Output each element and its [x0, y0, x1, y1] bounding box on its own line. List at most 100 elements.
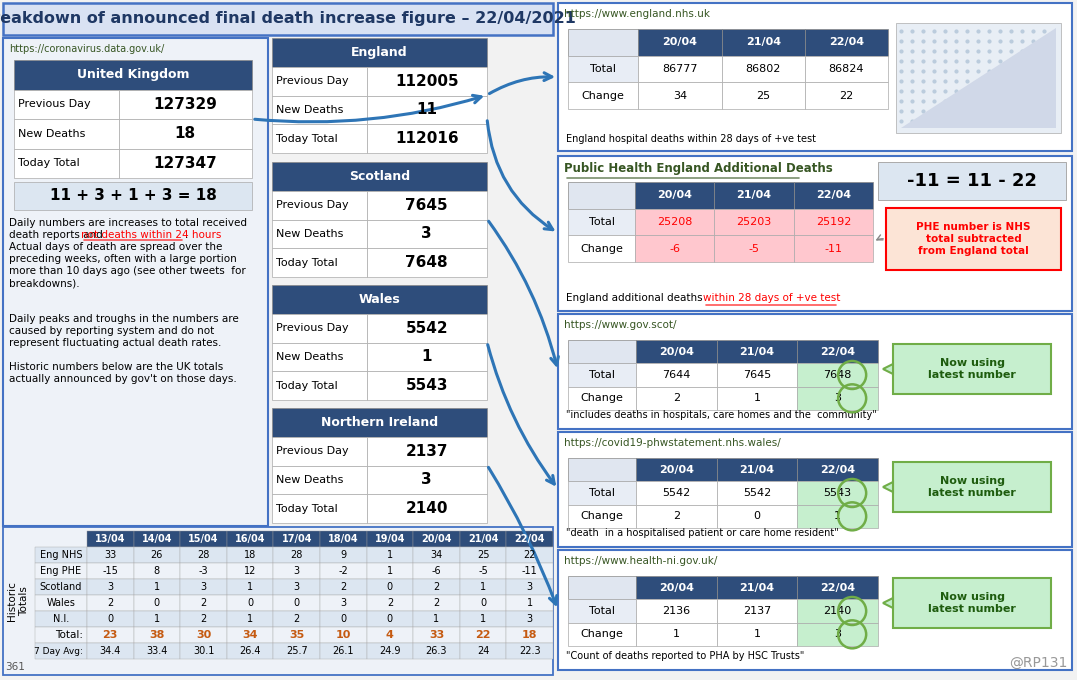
Text: 22: 22 [523, 550, 536, 560]
Text: 3: 3 [108, 582, 113, 592]
Bar [506, 595, 553, 611]
Bar [637, 505, 717, 528]
Bar [118, 90, 252, 119]
Bar [272, 285, 487, 313]
Text: PHE number is NHS
total subtracted
from England total: PHE number is NHS total subtracted from … [917, 222, 1031, 256]
Bar [272, 191, 366, 220]
Text: 2140: 2140 [824, 606, 852, 616]
Bar [227, 547, 274, 563]
Bar [87, 547, 134, 563]
Bar [3, 38, 268, 526]
Text: 17/04: 17/04 [281, 534, 312, 544]
Bar [87, 531, 134, 547]
Polygon shape [883, 482, 893, 492]
Bar [180, 531, 227, 547]
Bar [639, 82, 722, 109]
Bar [506, 531, 553, 547]
Text: 7648: 7648 [405, 255, 448, 270]
Bar [635, 209, 714, 235]
Text: Eng PHE: Eng PHE [41, 566, 82, 576]
Bar [414, 579, 460, 595]
Text: 1: 1 [154, 614, 160, 624]
Text: 21/04: 21/04 [740, 464, 774, 475]
Text: 33: 33 [429, 630, 444, 640]
Text: -15: -15 [102, 566, 118, 576]
Text: Scotland: Scotland [349, 170, 410, 183]
Bar [366, 67, 487, 95]
Bar [794, 182, 873, 209]
Bar [797, 363, 878, 387]
Text: 3: 3 [421, 226, 432, 241]
Bar [272, 466, 366, 494]
Bar [180, 595, 227, 611]
Text: 21/04: 21/04 [745, 37, 781, 48]
Text: 3: 3 [200, 582, 207, 592]
Bar [272, 343, 366, 371]
Text: 361: 361 [5, 662, 25, 672]
Bar [366, 494, 487, 523]
Text: 2: 2 [387, 598, 393, 608]
Text: New Deaths: New Deaths [276, 229, 344, 239]
Text: "includes deaths in hospitals, care homes and the  community": "includes deaths in hospitals, care home… [567, 410, 877, 420]
Text: actually announced by gov't on those days.: actually announced by gov't on those day… [9, 374, 237, 384]
Text: 7645: 7645 [405, 198, 448, 213]
Text: 15/04: 15/04 [188, 534, 219, 544]
Text: Today Total: Today Total [276, 134, 338, 143]
Text: 7644: 7644 [662, 370, 690, 380]
Text: New Deaths: New Deaths [276, 352, 344, 362]
Bar [637, 363, 717, 387]
Bar [568, 576, 637, 599]
Text: 24.9: 24.9 [379, 646, 401, 656]
Text: 22: 22 [839, 90, 854, 101]
Text: .: . [185, 230, 188, 240]
Text: 22/04: 22/04 [821, 583, 855, 593]
Bar [637, 458, 717, 481]
Text: 7648: 7648 [824, 370, 852, 380]
Text: N.I.: N.I. [53, 614, 69, 624]
Text: England additional deaths: England additional deaths [567, 293, 705, 303]
Text: Eng NHS: Eng NHS [40, 550, 82, 560]
Text: 1: 1 [480, 614, 486, 624]
Text: Change: Change [582, 90, 625, 101]
Bar [272, 408, 487, 437]
Text: 25203: 25203 [737, 217, 772, 227]
Bar [568, 182, 635, 209]
Text: 38: 38 [150, 630, 165, 640]
Bar [637, 623, 717, 646]
Text: 22: 22 [475, 630, 491, 640]
Text: 2: 2 [673, 511, 680, 522]
Text: 2140: 2140 [406, 501, 448, 516]
Text: -5: -5 [749, 243, 759, 254]
Bar [366, 627, 414, 643]
Bar [227, 643, 274, 659]
Bar [714, 182, 794, 209]
Bar [893, 578, 1051, 628]
Bar [722, 29, 805, 56]
Text: 86802: 86802 [745, 64, 781, 74]
Text: 2: 2 [433, 598, 439, 608]
Bar [87, 643, 134, 659]
Text: 21/04: 21/04 [740, 347, 774, 357]
Bar [568, 56, 639, 82]
Bar [460, 611, 506, 627]
Bar [797, 481, 878, 505]
Text: 5543: 5543 [824, 488, 852, 498]
Text: Now using
latest number: Now using latest number [928, 476, 1016, 498]
Text: 30.1: 30.1 [193, 646, 214, 656]
Bar [460, 595, 506, 611]
Bar [34, 627, 87, 643]
Text: Previous Day: Previous Day [18, 99, 90, 109]
Text: 21/04: 21/04 [737, 190, 771, 201]
Bar [87, 579, 134, 595]
Text: 26.1: 26.1 [333, 646, 354, 656]
Bar [460, 627, 506, 643]
Text: Previous Day: Previous Day [276, 446, 349, 456]
Text: Historic
Totals: Historic Totals [8, 581, 29, 621]
Bar [366, 531, 414, 547]
Text: -2: -2 [338, 566, 348, 576]
Bar [320, 579, 366, 595]
Bar [227, 531, 274, 547]
Text: 127347: 127347 [154, 156, 218, 171]
Text: 3: 3 [340, 598, 347, 608]
Text: 22.3: 22.3 [519, 646, 541, 656]
